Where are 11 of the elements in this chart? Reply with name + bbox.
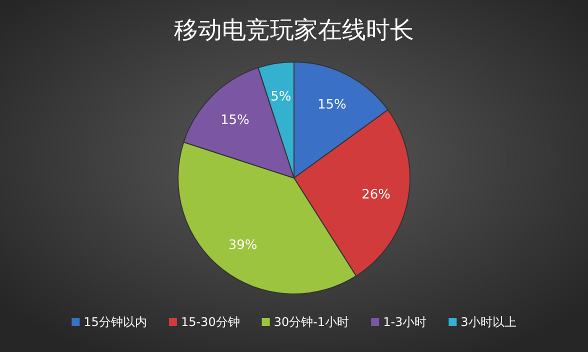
legend-label: 3小时以上 — [460, 315, 516, 329]
data-label: 15% — [317, 98, 346, 113]
data-label: 39% — [228, 238, 258, 253]
legend-label: 1-3小时 — [383, 315, 427, 329]
legend-label: 15-30分钟 — [180, 315, 240, 329]
data-label: 15% — [220, 112, 250, 128]
slice-label: 30分钟-1小时 — [274, 315, 350, 329]
data-label: 5% — [270, 90, 292, 105]
data-label: 26% — [362, 188, 390, 203]
legend-label: 15分钟以内 — [84, 315, 147, 329]
chart-title: 移动电竞玩家在线时长 — [174, 16, 414, 44]
